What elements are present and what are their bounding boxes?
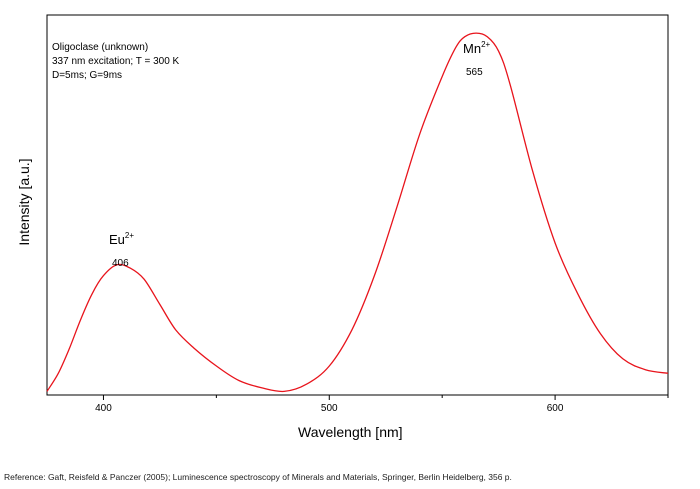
excitation-info: 337 nm excitation; T = 300 K	[52, 56, 180, 67]
peak-ion-label-eu: Eu2+	[109, 231, 135, 247]
peak-wavelength-label-mn: 565	[466, 67, 483, 78]
reference-citation: Reference: Gaft, Reisfeld & Panczer (200…	[4, 472, 512, 482]
x-tick-label: 400	[95, 403, 112, 414]
y-axis-label: Intensity [a.u.]	[16, 158, 32, 246]
peak-wavelength-label-eu: 406	[112, 258, 129, 269]
plot-frame	[46, 14, 669, 396]
x-tick-label: 500	[321, 403, 338, 414]
emission-spectrum-line	[46, 32, 669, 393]
peak-ion-label-mn: Mn2+	[463, 40, 491, 56]
x-axis-label: Wavelength [nm]	[298, 424, 403, 440]
x-tick-label: 600	[547, 403, 564, 414]
sample-name: Oligoclase (unknown)	[52, 42, 149, 53]
delay-gate-info: D=5ms; G=9ms	[52, 70, 123, 81]
